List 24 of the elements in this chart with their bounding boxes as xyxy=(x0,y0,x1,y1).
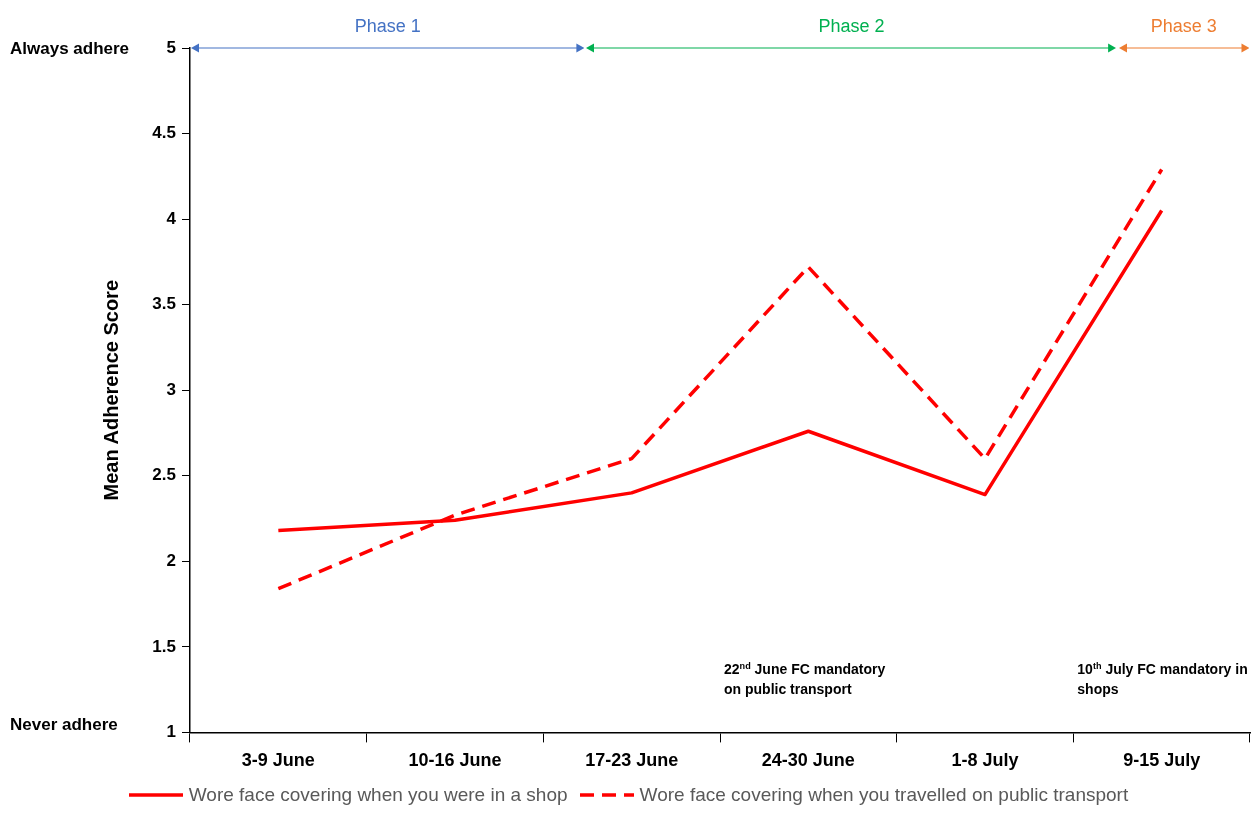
y-tick-label: 1 xyxy=(166,722,176,742)
x-tick-label: 9-15 July xyxy=(1123,750,1201,771)
text: Phase 3 xyxy=(1150,16,1217,36)
x-tick-label: 10-16 June xyxy=(408,750,502,771)
y-tick-label: 3.5 xyxy=(152,294,176,314)
y-tick-label: 1.5 xyxy=(152,636,176,656)
text: Always adhere xyxy=(10,39,130,58)
text: Phase 2 xyxy=(818,16,885,36)
legend-label: Wore face covering when you were in a shop xyxy=(188,784,568,806)
x-tick-label: 24-30 June xyxy=(761,750,855,771)
y-tick-label: 5 xyxy=(166,37,176,57)
legend-label: Wore face covering when you travelled on public transport xyxy=(639,784,1129,806)
text: Phase 1 xyxy=(354,16,421,36)
y-axis-title: Mean Adherence Score xyxy=(100,279,122,501)
x-tick-label: 17-23 June xyxy=(585,750,679,771)
x-tick-label: 1-8 July xyxy=(951,750,1019,771)
y-tick-label: 3 xyxy=(166,379,176,399)
line-series xyxy=(276,167,1164,591)
text: Never adhere xyxy=(10,715,118,735)
y-tick-label: 4.5 xyxy=(152,123,176,143)
x-tick-label: 3-9 June xyxy=(241,750,315,771)
y-tick-label: 2.5 xyxy=(152,465,176,485)
y-tick-label: 2 xyxy=(166,550,176,570)
y-tick-label: 4 xyxy=(166,208,177,228)
